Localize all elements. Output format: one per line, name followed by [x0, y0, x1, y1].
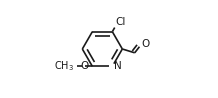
Text: N: N [114, 61, 122, 71]
Text: CH$_3$: CH$_3$ [54, 59, 74, 73]
Text: Cl: Cl [115, 17, 126, 27]
Text: O: O [142, 39, 150, 49]
Text: O: O [81, 61, 89, 71]
